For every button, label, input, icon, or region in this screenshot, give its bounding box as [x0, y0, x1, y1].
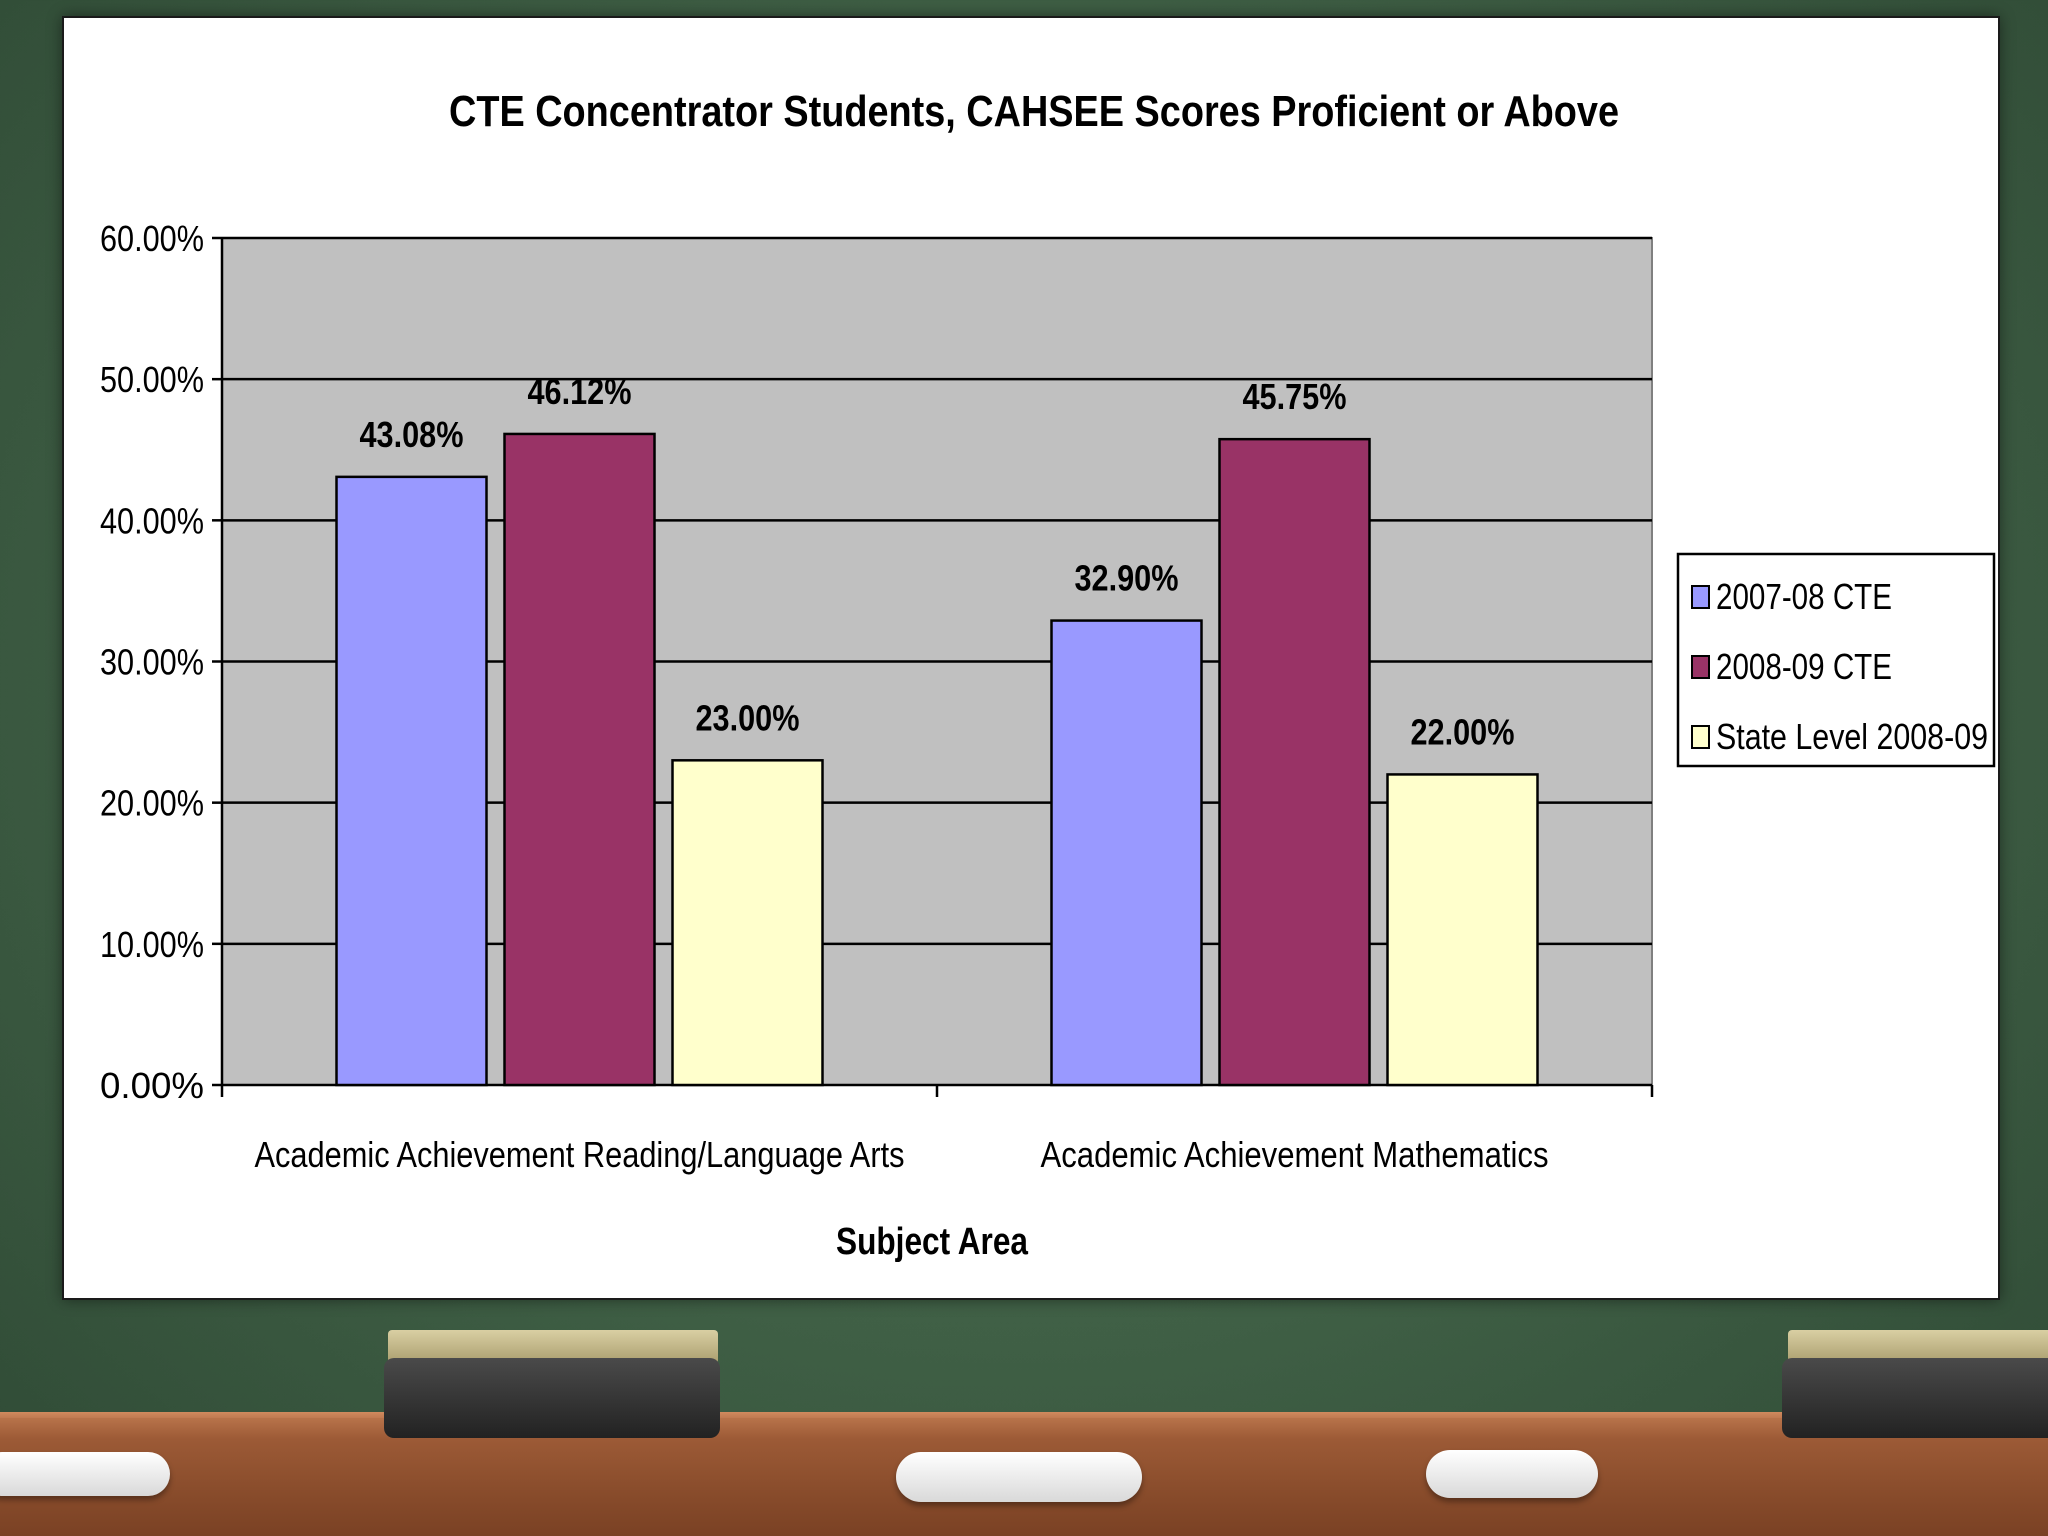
legend-label: 2007-08 CTE [1716, 576, 1892, 617]
y-tick-label: 50.00% [100, 359, 204, 400]
legend-swatch [1691, 655, 1710, 679]
y-tick-label: 0.00% [100, 1065, 204, 1106]
bar-2007-08-cte [335, 475, 488, 1087]
legend-swatch [1691, 585, 1710, 609]
y-tick-label: 60.00% [100, 218, 204, 259]
chart-title: CTE Concentrator Students, CAHSEE Scores… [449, 87, 1619, 136]
legend-label: State Level 2008-09 [1716, 716, 1988, 757]
legend [1676, 552, 1996, 768]
chalk-piece-left [0, 1452, 170, 1496]
data-label: 45.75% [1243, 376, 1347, 417]
x-axis-title: Subject Area [836, 1221, 1029, 1263]
bar-2007-08-cte [1050, 619, 1203, 1087]
chalk-piece-middle [896, 1452, 1142, 1502]
legend-swatch [1691, 725, 1710, 749]
x-category-label: Academic Achievement Mathematics [1041, 1134, 1549, 1175]
data-label: 46.12% [528, 371, 632, 412]
bar-chart: CTE Concentrator Students, CAHSEE Scores… [100, 87, 1996, 1263]
y-tick-label: 40.00% [100, 500, 204, 541]
bar-2008-09-cte [1218, 437, 1371, 1087]
data-label: 22.00% [1411, 711, 1515, 752]
eraser-left [384, 1358, 720, 1438]
y-tick-label: 30.00% [100, 642, 204, 683]
y-tick-label: 10.00% [100, 924, 204, 965]
eraser-right [1782, 1358, 2048, 1438]
x-category-label: Academic Achievement Reading/Language Ar… [255, 1134, 905, 1175]
chart-board: CTE Concentrator Students, CAHSEE Scores… [62, 16, 2000, 1300]
data-label: 43.08% [360, 414, 464, 455]
bar-2008-09-cte [503, 432, 656, 1087]
data-label: 32.90% [1075, 558, 1179, 599]
bar-state-level-2008-09 [1386, 773, 1539, 1087]
chalk-piece-right [1426, 1450, 1598, 1498]
data-label: 23.00% [696, 697, 800, 738]
y-tick-label: 20.00% [100, 783, 204, 824]
bar-state-level-2008-09 [671, 759, 824, 1087]
legend-label: 2008-09 CTE [1716, 646, 1892, 687]
